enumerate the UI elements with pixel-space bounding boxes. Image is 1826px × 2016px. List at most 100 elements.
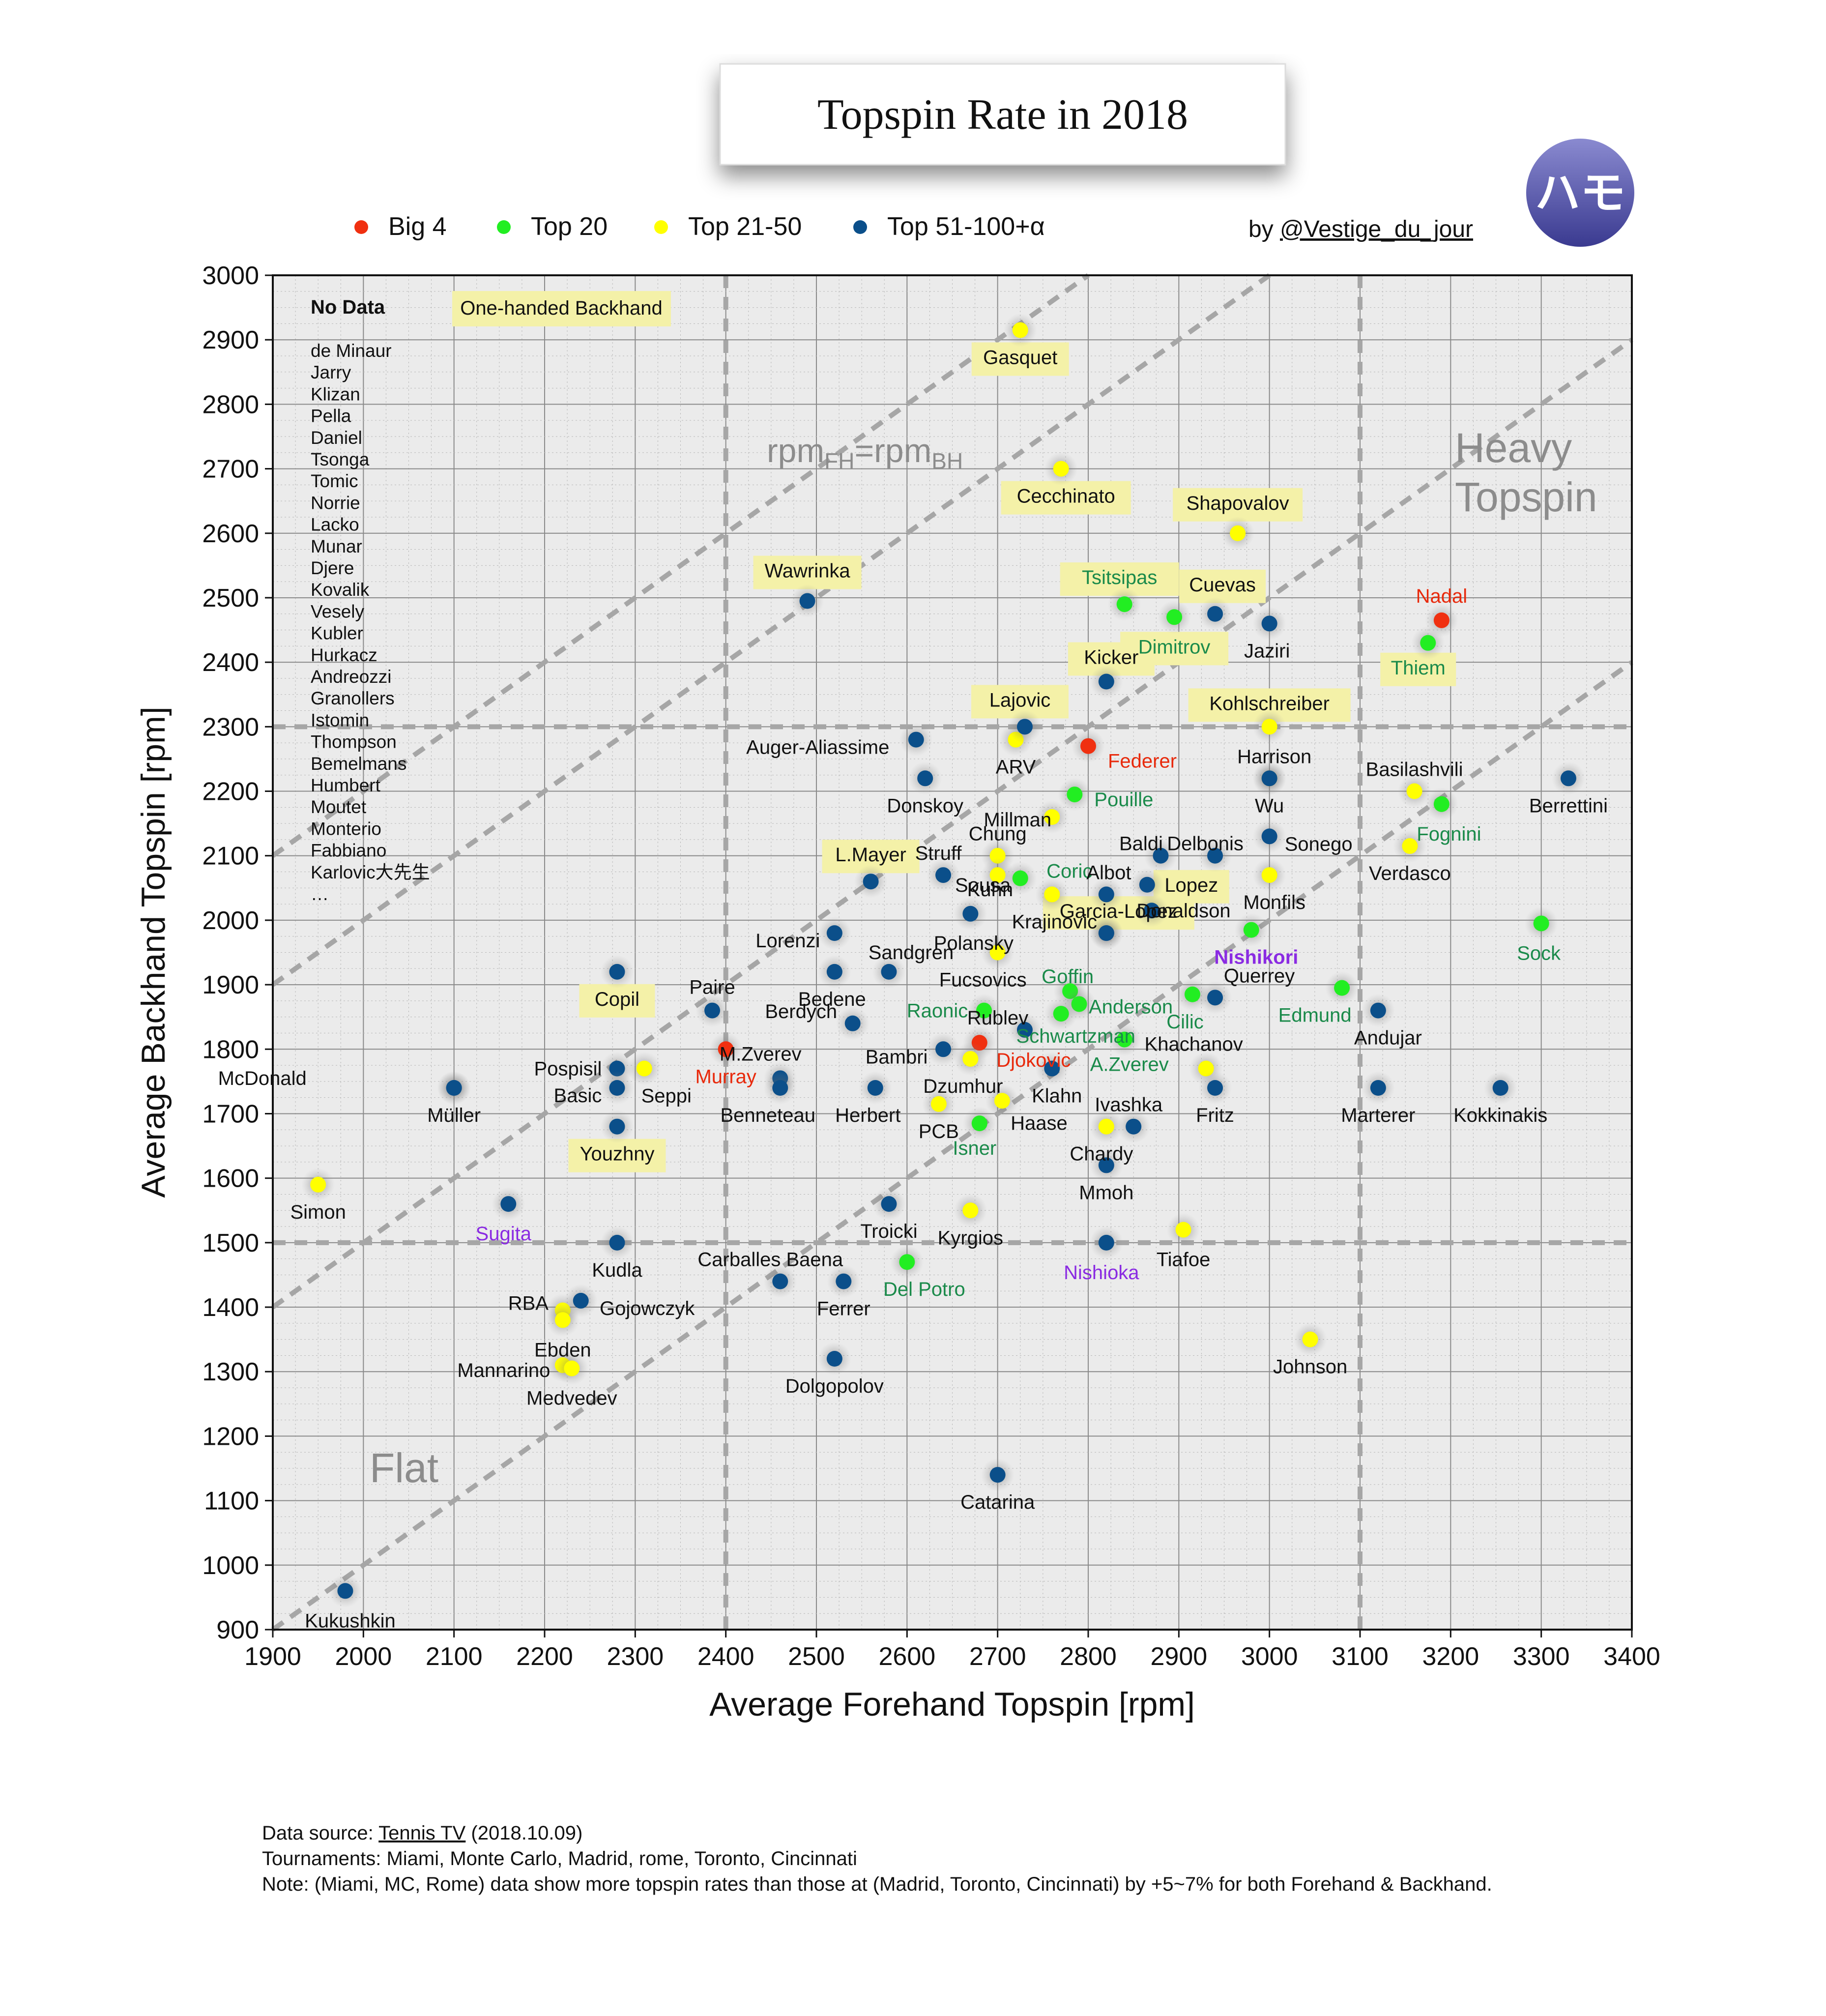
point-kicker — [1098, 673, 1114, 690]
x-tick-label: 2200 — [516, 1642, 573, 1671]
no-data-name: Jarry — [311, 362, 351, 382]
point-del-potro — [899, 1254, 915, 1270]
point-label-chung: Chung — [969, 823, 1027, 845]
one-handed-boxes — [568, 342, 1456, 1172]
point-gasquet — [1012, 322, 1028, 338]
point-label-edmund: Edmund — [1278, 1005, 1352, 1026]
point-label-polansky: Polansky — [934, 933, 1014, 954]
no-data-name: Daniel — [311, 428, 362, 448]
point-kukushkin — [337, 1583, 353, 1599]
point-label-andujar: Andujar — [1354, 1027, 1422, 1049]
point-bedene — [826, 964, 842, 980]
footer: Data source: Tennis TV (2018.10.09) Tour… — [262, 1822, 1492, 1895]
legend-label-top100: Top 51-100+α — [887, 212, 1045, 241]
point-berrettini — [1560, 770, 1576, 787]
point-kohlschreiber — [1261, 719, 1277, 735]
point-catarina — [989, 1467, 1006, 1483]
point-label-albot: Albot — [1086, 862, 1131, 883]
point-ferrer — [836, 1273, 852, 1289]
point-garcia-lopez — [1098, 925, 1114, 941]
legend-label-top20: Top 20 — [531, 212, 608, 241]
point-label-pouille: Pouille — [1094, 789, 1153, 811]
point-medvedev — [564, 1360, 580, 1376]
point-label-fognini: Fognini — [1417, 823, 1481, 845]
point-label-kyrgios: Kyrgios — [938, 1227, 1003, 1249]
source-link[interactable]: Tennis TV — [378, 1822, 465, 1844]
point-label-lorenzi: Lorenzi — [755, 930, 820, 952]
point-label-arv: ARV — [996, 757, 1036, 778]
no-data-name: Thompson — [311, 732, 397, 752]
point-label-kuhn: Kuhn — [967, 879, 1013, 901]
point-andujar — [1370, 1002, 1386, 1019]
point-label-kicker: Kicker — [1084, 647, 1138, 669]
x-tick-label: 3400 — [1603, 1642, 1660, 1671]
point-cecchinato — [1053, 461, 1069, 477]
point-fucsovics — [989, 944, 1006, 961]
point-kudla — [609, 1234, 625, 1251]
y-tick-label: 2500 — [202, 584, 259, 613]
point-ebden — [554, 1312, 571, 1328]
point-label-isner: Isner — [953, 1138, 996, 1159]
region-label-heavy-1: Heavy — [1455, 425, 1572, 471]
point-marterer — [1370, 1080, 1386, 1096]
point-label-verdasco: Verdasco — [1369, 863, 1451, 884]
point-schwartzman — [1053, 1006, 1069, 1022]
no-data-name: de Minaur — [311, 341, 392, 361]
point-kuhn — [962, 906, 979, 922]
point-label-youzhny: Youzhny — [580, 1143, 654, 1165]
x-tick-label: 3200 — [1422, 1642, 1479, 1671]
point-paire — [704, 1002, 721, 1019]
point-herbert — [867, 1080, 883, 1096]
point-label-seppi: Seppi — [641, 1085, 692, 1107]
point-label-cuevas: Cuevas — [1189, 574, 1256, 596]
point-label-simon: Simon — [290, 1201, 346, 1223]
legend: Big 4 Top 20 Top 21-50 Top 51-100+α — [354, 212, 1045, 241]
point-label-basilashvili: Basilashvili — [1366, 759, 1463, 781]
point-struff — [935, 867, 952, 883]
no-data-name: Munar — [311, 536, 362, 556]
x-tick-label: 2800 — [1060, 1642, 1117, 1671]
point-label-carballes-baena: Carballes Baena — [697, 1249, 843, 1271]
point-dzumhur — [962, 1051, 979, 1067]
point-verdasco — [1402, 838, 1418, 854]
point-delbonis — [1207, 847, 1223, 864]
point-label-tsitsipas: Tsitsipas — [1082, 567, 1157, 588]
point-label-goffin: Goffin — [1042, 966, 1094, 988]
point-label-bedene: Bedene — [798, 989, 866, 1010]
point-label-krajinovic: Krajinovic — [1012, 911, 1097, 933]
point-label-benneteau: Benneteau — [721, 1105, 816, 1126]
point-sugita — [500, 1196, 517, 1212]
point-seppi — [636, 1060, 652, 1077]
point-label-kohlschreiber: Kohlschreiber — [1209, 693, 1330, 714]
legend-label-top50: Top 21-50 — [688, 212, 802, 241]
point-label-paire: Paire — [689, 977, 735, 998]
y-tick-label: 1400 — [202, 1293, 259, 1322]
region-label-heavy-2: Topspin — [1455, 474, 1597, 520]
no-data-name: Moutet — [311, 797, 367, 817]
y-tick-label: 2100 — [202, 842, 259, 871]
point-label-millman: Millman — [984, 809, 1051, 831]
author-handle[interactable]: @Vestige_du_jour — [1280, 216, 1473, 242]
point-copil — [609, 964, 625, 980]
point-label-schwartzman: Schwartzman — [1016, 1025, 1135, 1047]
point-label-anderson: Anderson — [1089, 996, 1173, 1018]
point-a-zverev — [1116, 1031, 1132, 1048]
point-label-baldi: Baldi — [1119, 833, 1163, 855]
point-isner — [971, 1115, 987, 1132]
x-tick-label: 2100 — [426, 1642, 483, 1671]
point-label-johnson: Johnson — [1273, 1356, 1347, 1378]
minor-grid — [273, 275, 1632, 1630]
y-tick-label: 2900 — [202, 326, 259, 354]
x-tick-label: 3300 — [1513, 1642, 1570, 1671]
logo-text: ハモ — [1535, 168, 1625, 218]
x-tick-label: 2500 — [788, 1642, 845, 1671]
point-donaldson — [1144, 903, 1160, 919]
point-millman — [1044, 809, 1060, 825]
point-label-rublev: Rublev — [967, 1007, 1029, 1029]
y-tick-label: 1000 — [202, 1551, 259, 1580]
point-label-nadal: Nadal — [1416, 585, 1468, 607]
no-data-name: Klizan — [311, 384, 360, 404]
point-label-fucsovics: Fucsovics — [939, 969, 1027, 991]
x-tick-label: 3100 — [1332, 1642, 1389, 1671]
